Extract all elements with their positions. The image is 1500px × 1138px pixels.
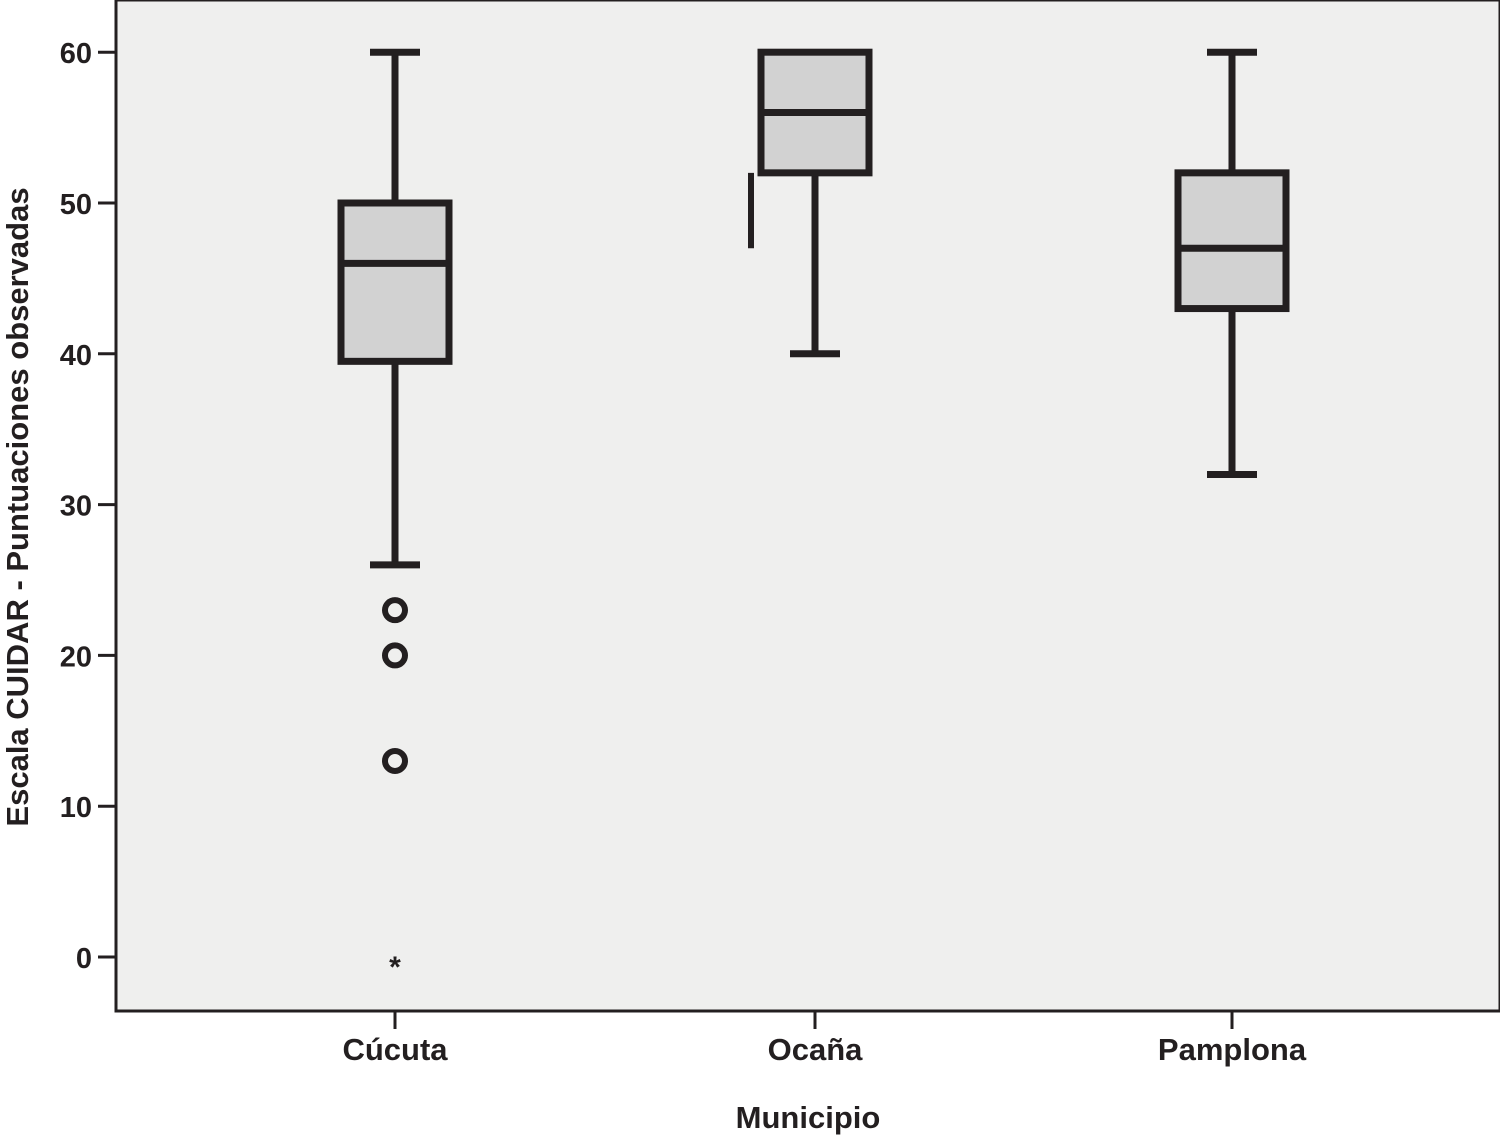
box-group xyxy=(757,48,873,358)
y-tick-label: 40 xyxy=(60,340,92,372)
box-group xyxy=(1174,48,1290,478)
y-tick-label: 50 xyxy=(60,189,92,221)
y-tick-label: 0 xyxy=(76,943,92,975)
outlier-point xyxy=(382,747,408,774)
x-tick-label: Pamplona xyxy=(1158,1032,1307,1067)
y-axis-title: Escala CUIDAR - Puntuaciones observadas xyxy=(0,187,35,826)
x-axis-ticks: Cúcuta Ocaña Pamplona xyxy=(342,1011,1307,1067)
y-tick-label: 10 xyxy=(60,792,92,824)
x-tick-label: Ocaña xyxy=(768,1032,864,1067)
outlier-point xyxy=(382,642,408,669)
chart-marks: * xyxy=(337,48,1290,984)
y-tick-label: 60 xyxy=(60,38,92,70)
iqr-box xyxy=(337,199,453,365)
x-tick-label: Cúcuta xyxy=(342,1032,448,1067)
box-group: * xyxy=(337,48,453,984)
y-tick-label: 20 xyxy=(60,641,92,673)
x-axis-title: Municipio xyxy=(736,1100,881,1135)
iqr-box xyxy=(1174,169,1290,313)
extreme-point: * xyxy=(389,951,401,984)
outlier-point xyxy=(382,597,408,624)
y-tick-label: 30 xyxy=(60,491,92,523)
y-axis-ticks: 0 10 20 30 40 50 60 xyxy=(60,38,116,975)
